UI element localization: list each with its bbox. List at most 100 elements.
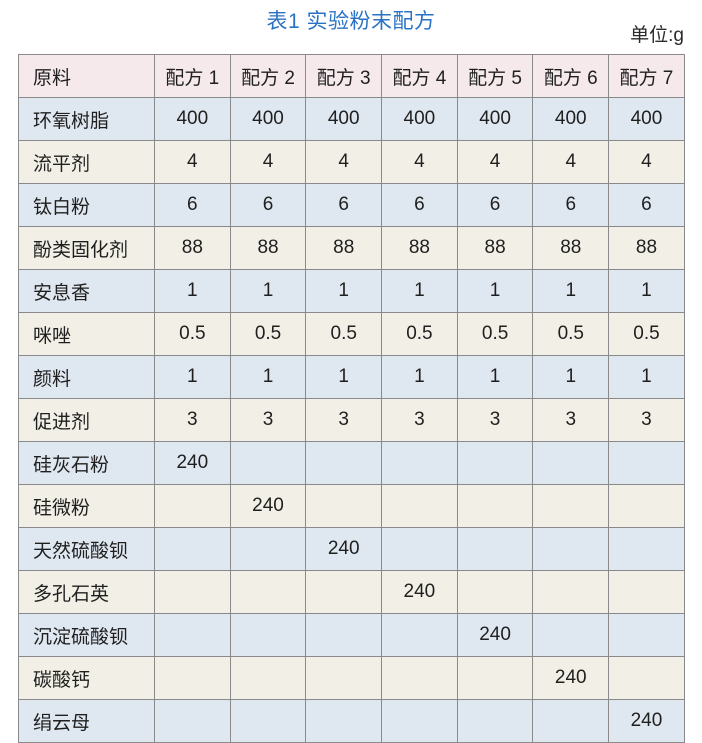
data-cell xyxy=(154,699,231,743)
data-cell: 1 xyxy=(456,355,534,399)
table-row: 环氧树脂 400 400 400 400 400 400 400 xyxy=(18,97,685,141)
column-header-formula-2: 配方 2 xyxy=(229,54,307,98)
data-cell: 6 xyxy=(154,183,231,227)
row-label: 促进剂 xyxy=(18,398,155,442)
row-label: 绢云母 xyxy=(18,699,155,743)
data-cell xyxy=(532,484,610,528)
table-row: 流平剂 4 4 4 4 4 4 4 xyxy=(18,140,685,184)
data-cell xyxy=(229,656,307,700)
table-row: 促进剂 3 3 3 3 3 3 3 xyxy=(18,398,685,442)
data-cell: 400 xyxy=(154,97,231,141)
row-label: 沉淀硫酸钡 xyxy=(18,613,155,657)
table-container: 原料 配方 1 配方 2 配方 3 配方 4 配方 5 配方 6 配方 7 环氧… xyxy=(18,54,685,743)
data-cell xyxy=(305,484,383,528)
data-cell: 4 xyxy=(229,140,307,184)
row-label: 颜料 xyxy=(18,355,155,399)
table-row: 安息香 1 1 1 1 1 1 1 xyxy=(18,269,685,313)
data-cell: 1 xyxy=(229,269,307,313)
data-cell: 0.5 xyxy=(381,312,458,356)
row-label: 碳酸钙 xyxy=(18,656,155,700)
table-row: 天然硫酸钡 240 xyxy=(18,527,685,571)
data-cell xyxy=(229,699,307,743)
data-cell: 240 xyxy=(456,613,534,657)
data-cell xyxy=(229,570,307,614)
header-row: 原料 配方 1 配方 2 配方 3 配方 4 配方 5 配方 6 配方 7 xyxy=(18,54,685,98)
data-cell: 88 xyxy=(305,226,383,270)
data-cell xyxy=(532,570,610,614)
column-header-material: 原料 xyxy=(18,54,155,98)
data-cell: 3 xyxy=(229,398,307,442)
table-row: 硅微粉 240 xyxy=(18,484,685,528)
data-cell xyxy=(381,441,458,485)
data-cell xyxy=(305,441,383,485)
data-cell xyxy=(532,441,610,485)
data-cell xyxy=(154,613,231,657)
data-cell: 240 xyxy=(305,527,383,571)
data-cell: 88 xyxy=(532,226,610,270)
data-cell: 1 xyxy=(456,269,534,313)
data-cell xyxy=(456,527,534,571)
data-cell: 240 xyxy=(381,570,458,614)
table-row: 沉淀硫酸钡 240 xyxy=(18,613,685,657)
data-cell xyxy=(608,527,685,571)
data-cell xyxy=(305,656,383,700)
row-label: 酚类固化剂 xyxy=(18,226,155,270)
data-cell: 88 xyxy=(608,226,685,270)
data-cell xyxy=(305,699,383,743)
data-cell: 240 xyxy=(154,441,231,485)
data-cell: 240 xyxy=(229,484,307,528)
data-cell: 6 xyxy=(381,183,458,227)
table-row: 绢云母 240 xyxy=(18,699,685,743)
table-row: 硅灰石粉 240 xyxy=(18,441,685,485)
data-cell: 88 xyxy=(154,226,231,270)
data-cell: 3 xyxy=(608,398,685,442)
data-cell: 1 xyxy=(381,269,458,313)
data-cell xyxy=(381,484,458,528)
data-cell xyxy=(229,527,307,571)
data-cell: 1 xyxy=(154,269,231,313)
table-row: 酚类固化剂 88 88 88 88 88 88 88 xyxy=(18,226,685,270)
data-cell xyxy=(456,484,534,528)
column-header-formula-3: 配方 3 xyxy=(305,54,383,98)
row-label: 钛白粉 xyxy=(18,183,155,227)
data-cell: 88 xyxy=(381,226,458,270)
row-label: 硅微粉 xyxy=(18,484,155,528)
data-cell: 1 xyxy=(229,355,307,399)
data-cell xyxy=(381,613,458,657)
formula-table: 原料 配方 1 配方 2 配方 3 配方 4 配方 5 配方 6 配方 7 环氧… xyxy=(18,54,685,743)
data-cell: 88 xyxy=(456,226,534,270)
data-cell: 0.5 xyxy=(154,312,231,356)
data-cell: 400 xyxy=(532,97,610,141)
data-cell: 4 xyxy=(305,140,383,184)
data-cell xyxy=(381,527,458,571)
row-label: 天然硫酸钡 xyxy=(18,527,155,571)
data-cell xyxy=(229,441,307,485)
data-cell xyxy=(532,527,610,571)
data-cell: 3 xyxy=(532,398,610,442)
data-cell: 4 xyxy=(608,140,685,184)
data-cell: 6 xyxy=(305,183,383,227)
data-cell: 88 xyxy=(229,226,307,270)
column-header-formula-7: 配方 7 xyxy=(608,54,685,98)
row-label: 多孔石英 xyxy=(18,570,155,614)
data-cell xyxy=(154,570,231,614)
data-cell: 4 xyxy=(381,140,458,184)
data-cell: 400 xyxy=(305,97,383,141)
data-cell xyxy=(532,699,610,743)
table-body: 环氧树脂 400 400 400 400 400 400 400 流平剂 4 4… xyxy=(18,97,685,743)
table-row: 多孔石英 240 xyxy=(18,570,685,614)
data-cell: 1 xyxy=(305,355,383,399)
data-cell: 1 xyxy=(381,355,458,399)
data-cell: 0.5 xyxy=(456,312,534,356)
data-cell xyxy=(608,656,685,700)
column-header-formula-4: 配方 4 xyxy=(381,54,458,98)
table-row: 钛白粉 6 6 6 6 6 6 6 xyxy=(18,183,685,227)
data-cell: 400 xyxy=(381,97,458,141)
column-header-formula-1: 配方 1 xyxy=(154,54,231,98)
data-cell: 4 xyxy=(154,140,231,184)
data-cell xyxy=(608,613,685,657)
data-cell: 4 xyxy=(456,140,534,184)
data-cell: 3 xyxy=(154,398,231,442)
data-cell xyxy=(532,613,610,657)
